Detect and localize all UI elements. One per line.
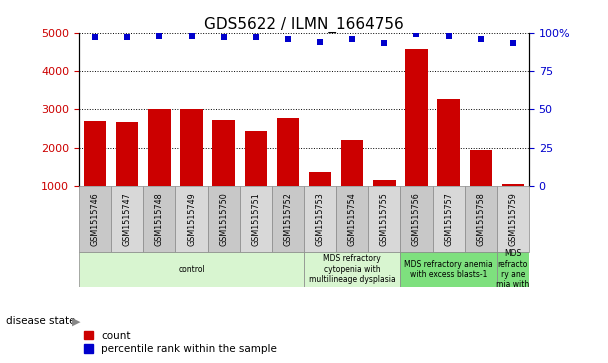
Text: MDS
refracto
ry ane
mia with: MDS refracto ry ane mia with — [496, 249, 530, 289]
Bar — [341, 140, 364, 224]
Text: GSM1515748: GSM1515748 — [155, 192, 164, 246]
Bar — [79, 186, 111, 252]
Bar — [240, 186, 272, 252]
Bar — [497, 186, 529, 252]
Bar — [180, 109, 202, 224]
Bar — [405, 49, 428, 224]
Bar — [401, 252, 497, 287]
Bar — [277, 118, 299, 224]
Text: ▶: ▶ — [72, 316, 80, 326]
Text: MDS refractory anemia
with excess blasts-1: MDS refractory anemia with excess blasts… — [404, 260, 493, 279]
Text: disease state: disease state — [6, 316, 75, 326]
Text: GSM1515750: GSM1515750 — [219, 192, 228, 246]
Bar — [304, 186, 336, 252]
Bar — [111, 186, 143, 252]
Text: control: control — [178, 265, 205, 274]
Legend: count, percentile rank within the sample: count, percentile rank within the sample — [85, 331, 277, 354]
Bar — [244, 131, 267, 224]
Bar — [272, 186, 304, 252]
Bar — [497, 252, 529, 287]
Bar — [176, 186, 207, 252]
Text: GSM1515757: GSM1515757 — [444, 192, 453, 246]
Bar — [143, 186, 176, 252]
Bar — [368, 186, 401, 252]
Text: GSM1515747: GSM1515747 — [123, 192, 132, 246]
Bar — [465, 186, 497, 252]
Bar — [304, 252, 401, 287]
Text: GSM1515754: GSM1515754 — [348, 192, 357, 246]
Bar — [207, 186, 240, 252]
Text: GSM1515758: GSM1515758 — [476, 192, 485, 246]
Bar — [116, 122, 139, 224]
Text: GSM1515759: GSM1515759 — [508, 192, 517, 246]
Text: GSM1515749: GSM1515749 — [187, 192, 196, 246]
Bar — [309, 172, 331, 224]
Text: GSM1515752: GSM1515752 — [283, 192, 292, 246]
Bar — [437, 99, 460, 224]
Text: GSM1515746: GSM1515746 — [91, 192, 100, 246]
Bar — [502, 184, 524, 224]
Bar — [336, 186, 368, 252]
Bar — [148, 109, 171, 224]
Text: GSM1515756: GSM1515756 — [412, 192, 421, 246]
Text: GSM1515753: GSM1515753 — [316, 192, 325, 246]
Bar — [469, 150, 492, 224]
Text: GSM1515751: GSM1515751 — [251, 192, 260, 246]
Title: GDS5622 / ILMN_1664756: GDS5622 / ILMN_1664756 — [204, 16, 404, 33]
Bar — [432, 186, 465, 252]
Bar — [401, 186, 432, 252]
Text: MDS refractory
cytopenia with
multilineage dysplasia: MDS refractory cytopenia with multilinea… — [309, 254, 396, 284]
Bar — [373, 180, 396, 224]
Bar — [84, 121, 106, 224]
Bar — [79, 252, 304, 287]
Text: GSM1515755: GSM1515755 — [380, 192, 389, 246]
Bar — [212, 120, 235, 224]
